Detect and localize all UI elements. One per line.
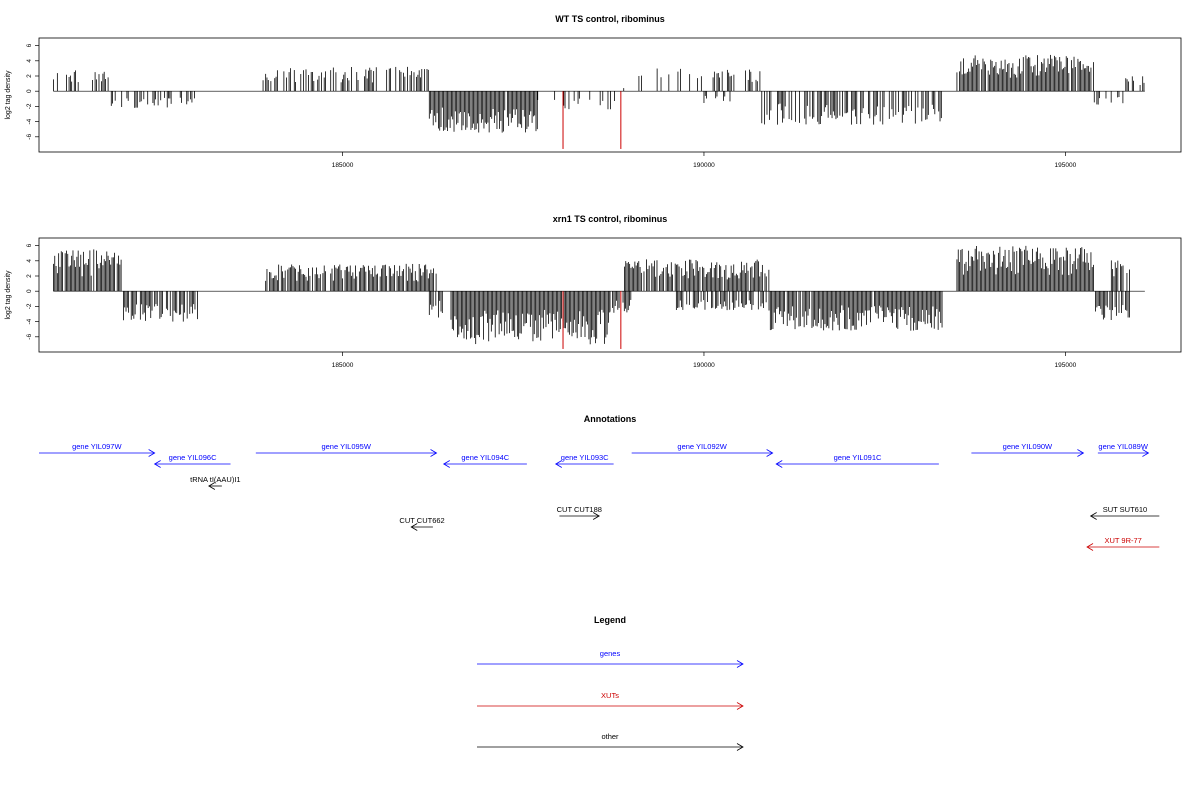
- feature-label: tRNA tI(AAU)I1: [190, 475, 240, 484]
- y-tick-label: -6: [26, 334, 33, 340]
- legend-title: Legend: [594, 615, 626, 625]
- feature-label: gene YIL093C: [561, 453, 609, 462]
- panel-title: WT TS control, ribominus: [555, 14, 665, 24]
- y-tick-label: 4: [26, 59, 33, 63]
- x-tick-label: 195000: [1055, 362, 1077, 369]
- x-tick-label: 190000: [693, 362, 715, 369]
- arrowhead: [208, 482, 216, 490]
- arrowhead: [736, 702, 744, 710]
- y-tick-label: 6: [26, 43, 33, 47]
- annotations-track: Annotations gene YIL097W gene YIL096C tRNA …: [39, 414, 1160, 551]
- y-tick-label: -4: [26, 118, 33, 124]
- arrowhead: [410, 523, 418, 531]
- y-tick-label: -4: [26, 318, 33, 324]
- y-tick-label: 0: [26, 89, 33, 93]
- y-tick-label: 4: [26, 259, 33, 263]
- feature-label: gene YIL090W: [1003, 442, 1053, 451]
- x-tick-label: 190000: [693, 162, 715, 169]
- feature-label: gene YIL094C: [461, 453, 509, 462]
- legend-entry-label: genes: [600, 649, 621, 658]
- x-tick-label: 185000: [332, 362, 354, 369]
- y-tick-label: 2: [26, 274, 33, 278]
- arrowhead: [766, 449, 774, 457]
- arrowhead: [1142, 449, 1150, 457]
- feature-label: gene YIL091C: [834, 453, 882, 462]
- y-tick-label: -2: [26, 303, 33, 309]
- x-tick-label: 185000: [332, 162, 354, 169]
- arrowhead: [1086, 543, 1094, 551]
- plot-frame: [38, 37, 1182, 153]
- track-panel-1: WT TS control, ribominus 6 4 2 0 -2 -4 -6 log2 t…: [5, 14, 1182, 169]
- y-axis-label: log2 tag density: [5, 70, 12, 120]
- legend-entry-label: other: [601, 732, 619, 741]
- feature-label: gene YIL097W: [72, 442, 122, 451]
- panel-title: xrn1 TS control, ribominus: [553, 214, 668, 224]
- feature-label: gene YIL089W: [1098, 442, 1148, 451]
- arrowhead: [554, 460, 562, 468]
- feature-label: gene YIL095W: [321, 442, 371, 451]
- annotations-title: Annotations: [584, 414, 637, 424]
- feature-label: CUT CUT662: [399, 516, 444, 525]
- arrowhead: [153, 460, 161, 468]
- y-tick-label: 2: [26, 74, 33, 78]
- feature-label: gene YIL092W: [677, 442, 727, 451]
- y-tick-label: 6: [26, 243, 33, 247]
- arrowhead: [592, 512, 600, 520]
- feature-label: CUT CUT188: [557, 505, 602, 514]
- y-tick-label: -2: [26, 103, 33, 109]
- plot-frame: [38, 237, 1182, 353]
- arrowhead: [148, 449, 156, 457]
- arrowhead: [736, 660, 744, 668]
- arrowhead: [1077, 449, 1085, 457]
- legend: Legend genes XUTs other: [477, 615, 744, 751]
- y-tick-label: -6: [26, 134, 33, 140]
- track-panel-2: xrn1 TS control, ribominus 6 4 2 0 -2 -4 -6 log2…: [5, 214, 1182, 369]
- arrowhead: [736, 743, 744, 751]
- arrowhead: [1089, 512, 1097, 520]
- legend-entry-label: XUTs: [601, 691, 619, 700]
- feature-label: XUT 9R-77: [1104, 536, 1141, 545]
- arrowhead: [442, 460, 450, 468]
- feature-label: SUT SUT610: [1103, 505, 1147, 514]
- y-tick-label: 0: [26, 289, 33, 293]
- feature-label: gene YIL096C: [169, 453, 217, 462]
- arrowhead: [430, 449, 438, 457]
- x-tick-label: 195000: [1055, 162, 1077, 169]
- arrowhead: [775, 460, 783, 468]
- y-axis-label: log2 tag density: [5, 270, 12, 320]
